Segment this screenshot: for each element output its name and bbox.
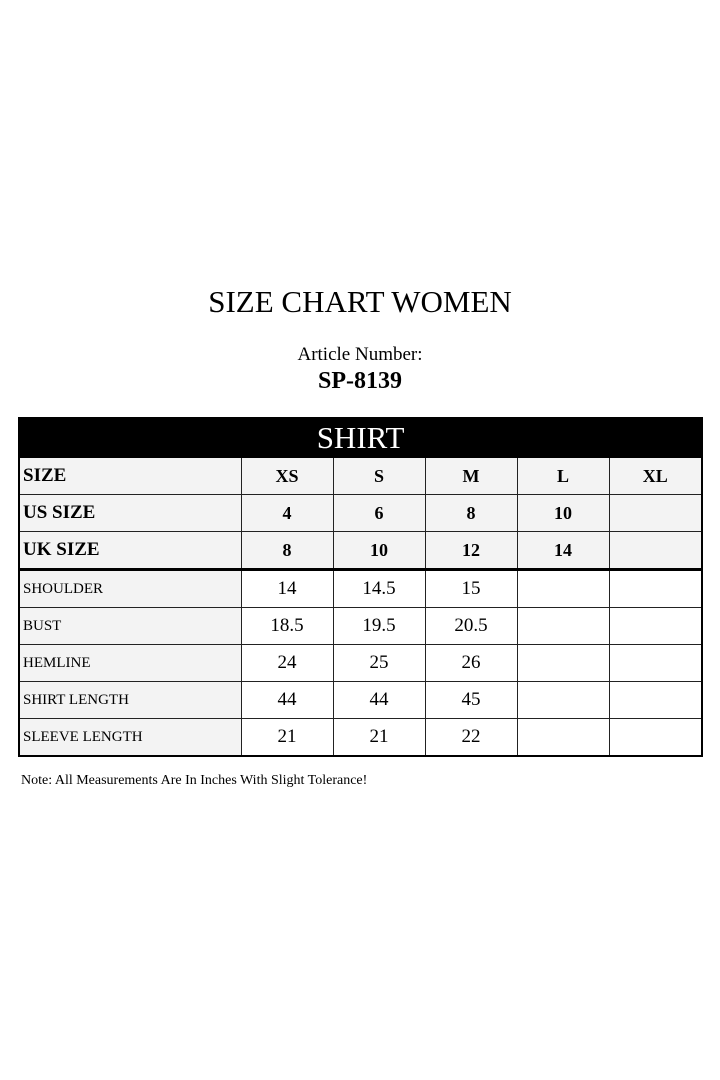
table-cell: 14 [516, 531, 610, 571]
table-cell [516, 644, 610, 682]
table-cell: 8 [424, 494, 518, 532]
table-cell: 21 [240, 718, 334, 757]
page-title: SIZE CHART WOMEN [208, 284, 512, 319]
table-cell: 18.5 [240, 607, 334, 645]
table-cell: XL [608, 457, 703, 495]
measurement-row: SLEEVE LENGTH 21 21 22 [18, 718, 703, 757]
table-cell: 10 [332, 531, 426, 571]
size-row: UK SIZE 8 10 12 14 [18, 531, 703, 571]
table-cell: XS [240, 457, 334, 495]
row-label: HEMLINE [18, 644, 242, 682]
table-cell: 10 [516, 494, 610, 532]
measurement-row: BUST 18.5 19.5 20.5 [18, 607, 703, 645]
table-cell: 44 [240, 681, 334, 719]
table-cell [516, 681, 610, 719]
table-cell: 15 [424, 569, 518, 608]
table-cell: S [332, 457, 426, 495]
row-label: SHOULDER [18, 569, 242, 608]
size-row: SIZE XS S M L XL [18, 457, 703, 495]
table-cell: 4 [240, 494, 334, 532]
measurement-row: SHIRT LENGTH 44 44 45 [18, 681, 703, 719]
measurement-row: HEMLINE 24 25 26 [18, 644, 703, 682]
table-cell [608, 644, 703, 682]
size-chart-table: SHIRT SIZE XS S M L XL US SIZE 4 6 8 10 UK SIZE 8 10 1… [18, 417, 704, 757]
article-number-label: Article Number: [297, 344, 423, 365]
table-cell [516, 569, 610, 608]
table-cell: 20.5 [424, 607, 518, 645]
measurement-note: Note: All Measurements Are In Inches Wit… [21, 773, 368, 788]
table-cell [608, 494, 703, 532]
table-cell: 44 [332, 681, 426, 719]
measurement-row: SHOULDER 14 14.5 15 [18, 569, 703, 608]
section-header-row: SHIRT [18, 417, 703, 458]
table-cell [608, 681, 703, 719]
row-label: SIZE [18, 457, 242, 495]
row-label: UK SIZE [18, 531, 242, 571]
article-number: SP-8139 [318, 368, 402, 394]
table-cell: 19.5 [332, 607, 426, 645]
table-cell [608, 607, 703, 645]
table-cell: 14 [240, 569, 334, 608]
table-cell: 26 [424, 644, 518, 682]
table-cell: 21 [332, 718, 426, 757]
table-cell: 8 [240, 531, 334, 571]
table-cell: 22 [424, 718, 518, 757]
table-cell: M [424, 457, 518, 495]
table-cell [608, 569, 703, 608]
section-title: SHIRT [18, 417, 703, 458]
table-cell: 6 [332, 494, 426, 532]
table-cell: 24 [240, 644, 334, 682]
table-cell: 25 [332, 644, 426, 682]
table-cell [516, 718, 610, 757]
table-cell: 14.5 [332, 569, 426, 608]
row-label: US SIZE [18, 494, 242, 532]
table-cell: 45 [424, 681, 518, 719]
table-cell [608, 531, 703, 571]
row-label: SHIRT LENGTH [18, 681, 242, 719]
table-cell [608, 718, 703, 757]
table-cell: 12 [424, 531, 518, 571]
row-label: SLEEVE LENGTH [18, 718, 242, 757]
row-label: BUST [18, 607, 242, 645]
size-row: US SIZE 4 6 8 10 [18, 494, 703, 532]
table-cell: L [516, 457, 610, 495]
table-cell [516, 607, 610, 645]
